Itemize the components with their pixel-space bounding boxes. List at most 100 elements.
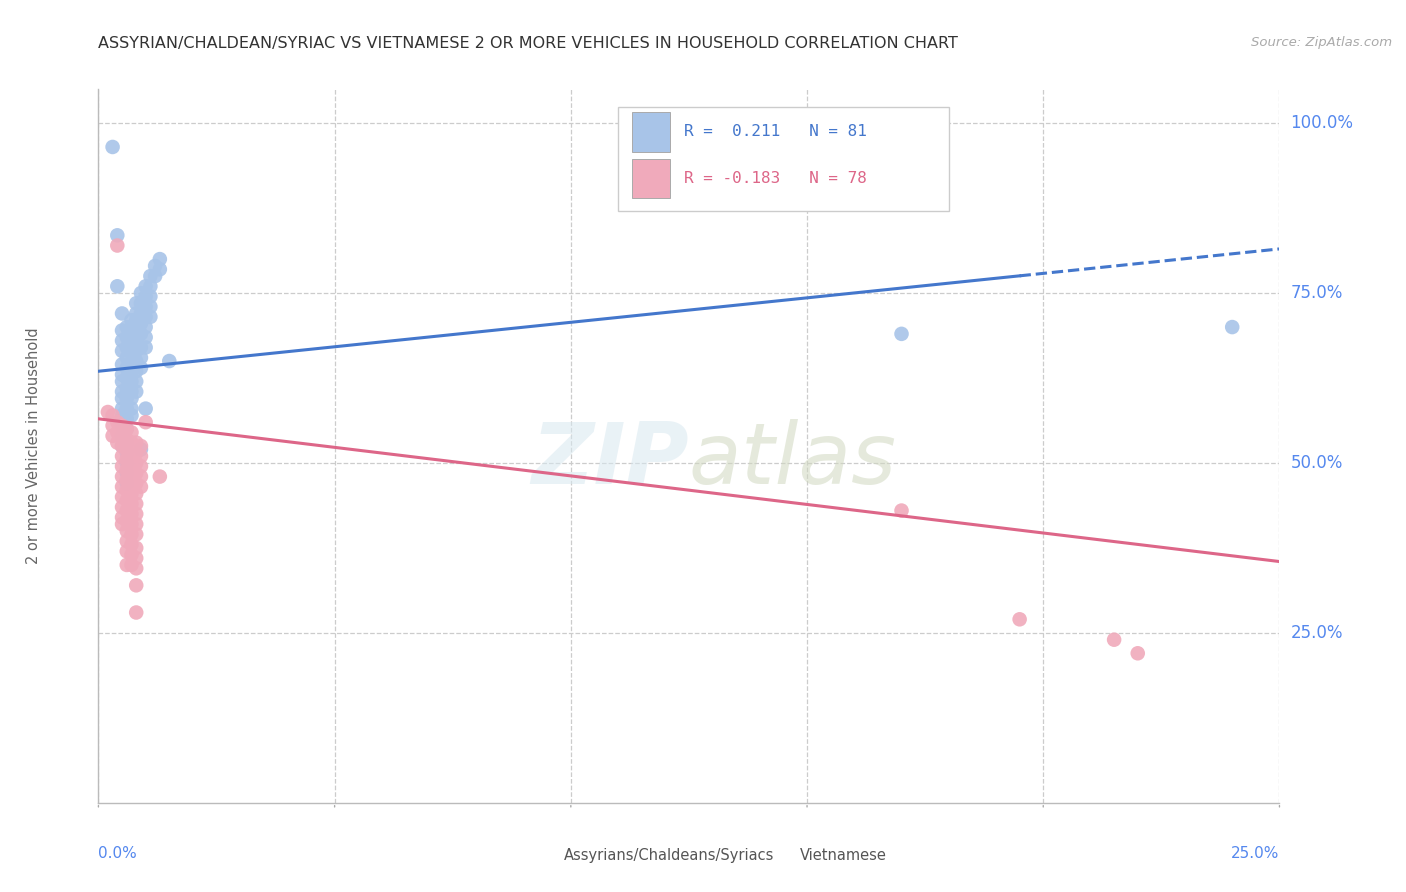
Point xyxy=(121,446,143,460)
Point xyxy=(125,466,148,480)
Point xyxy=(115,412,138,426)
Point xyxy=(135,415,157,429)
Point xyxy=(115,435,138,450)
Point xyxy=(115,466,138,480)
Point xyxy=(101,409,124,423)
Point xyxy=(125,375,148,389)
Text: 75.0%: 75.0% xyxy=(1291,284,1343,302)
Point xyxy=(111,510,134,524)
Point xyxy=(1102,632,1125,647)
Point xyxy=(115,514,138,528)
Point xyxy=(111,469,134,483)
Point xyxy=(129,341,152,355)
Point xyxy=(157,354,180,368)
Point xyxy=(121,392,143,406)
Point xyxy=(125,541,148,555)
Point xyxy=(125,497,148,511)
Point xyxy=(139,289,162,303)
Point xyxy=(111,449,134,463)
Point xyxy=(105,238,128,252)
Point xyxy=(111,490,134,504)
Text: 100.0%: 100.0% xyxy=(1291,114,1354,132)
Point xyxy=(111,500,134,515)
Point xyxy=(129,449,152,463)
Point xyxy=(111,306,134,320)
Point xyxy=(111,418,134,433)
Point xyxy=(143,259,166,273)
Point xyxy=(121,517,143,532)
Point xyxy=(125,551,148,566)
Point xyxy=(125,323,148,337)
Point xyxy=(121,401,143,416)
Point xyxy=(129,317,152,331)
Point xyxy=(125,486,148,500)
Text: ASSYRIAN/CHALDEAN/SYRIAC VS VIETNAMESE 2 OR MORE VEHICLES IN HOUSEHOLD CORRELATI: ASSYRIAN/CHALDEAN/SYRIAC VS VIETNAMESE 2… xyxy=(98,36,959,51)
Point xyxy=(125,296,148,310)
Point xyxy=(129,306,152,320)
Text: 25.0%: 25.0% xyxy=(1232,846,1279,861)
Text: Assyrians/Chaldeans/Syriacs: Assyrians/Chaldeans/Syriacs xyxy=(564,848,775,863)
Point xyxy=(125,561,148,575)
Point xyxy=(125,354,148,368)
Point xyxy=(125,446,148,460)
Point xyxy=(129,480,152,494)
Point xyxy=(115,371,138,385)
Point xyxy=(890,503,912,517)
Point xyxy=(115,473,138,487)
Point xyxy=(1126,646,1149,660)
Point xyxy=(149,262,172,277)
Point xyxy=(149,469,172,483)
Point xyxy=(115,503,138,517)
Point xyxy=(101,418,124,433)
Point xyxy=(125,364,148,378)
Point xyxy=(1220,320,1243,334)
Point xyxy=(121,548,143,562)
Point xyxy=(111,429,134,443)
Point xyxy=(121,486,143,500)
Point xyxy=(125,313,148,327)
FancyBboxPatch shape xyxy=(619,107,949,211)
Point xyxy=(1008,612,1031,626)
Point xyxy=(121,425,143,440)
Point xyxy=(121,354,143,368)
Text: ZIP: ZIP xyxy=(531,418,689,502)
Point xyxy=(121,343,143,358)
Point xyxy=(115,341,138,355)
Point xyxy=(111,409,134,423)
Point xyxy=(121,364,143,378)
Text: 25.0%: 25.0% xyxy=(1291,624,1343,642)
Point xyxy=(111,375,134,389)
Point xyxy=(111,401,134,416)
Point xyxy=(115,463,138,477)
Point xyxy=(139,300,162,314)
Point xyxy=(125,384,148,399)
Point xyxy=(115,432,138,446)
Point xyxy=(121,409,143,423)
Point xyxy=(105,415,128,429)
Point xyxy=(139,269,162,284)
Point xyxy=(129,351,152,365)
Point xyxy=(125,606,148,620)
Point xyxy=(121,375,143,389)
Point xyxy=(111,439,134,453)
Point xyxy=(111,517,134,532)
Point xyxy=(111,384,134,399)
Text: 2 or more Vehicles in Household: 2 or more Vehicles in Household xyxy=(25,327,41,565)
Point xyxy=(121,558,143,572)
Point xyxy=(121,334,143,348)
Point xyxy=(111,439,134,453)
Point xyxy=(115,381,138,395)
Point xyxy=(121,497,143,511)
Text: Vietnamese: Vietnamese xyxy=(800,848,887,863)
Point xyxy=(105,425,128,440)
Point xyxy=(125,343,148,358)
Text: 0.0%: 0.0% xyxy=(98,846,138,861)
Point xyxy=(125,306,148,320)
Point xyxy=(115,392,138,406)
Point xyxy=(135,341,157,355)
Point xyxy=(105,228,128,243)
Point xyxy=(115,330,138,344)
Point xyxy=(121,456,143,470)
Point xyxy=(121,384,143,399)
Point xyxy=(135,289,157,303)
